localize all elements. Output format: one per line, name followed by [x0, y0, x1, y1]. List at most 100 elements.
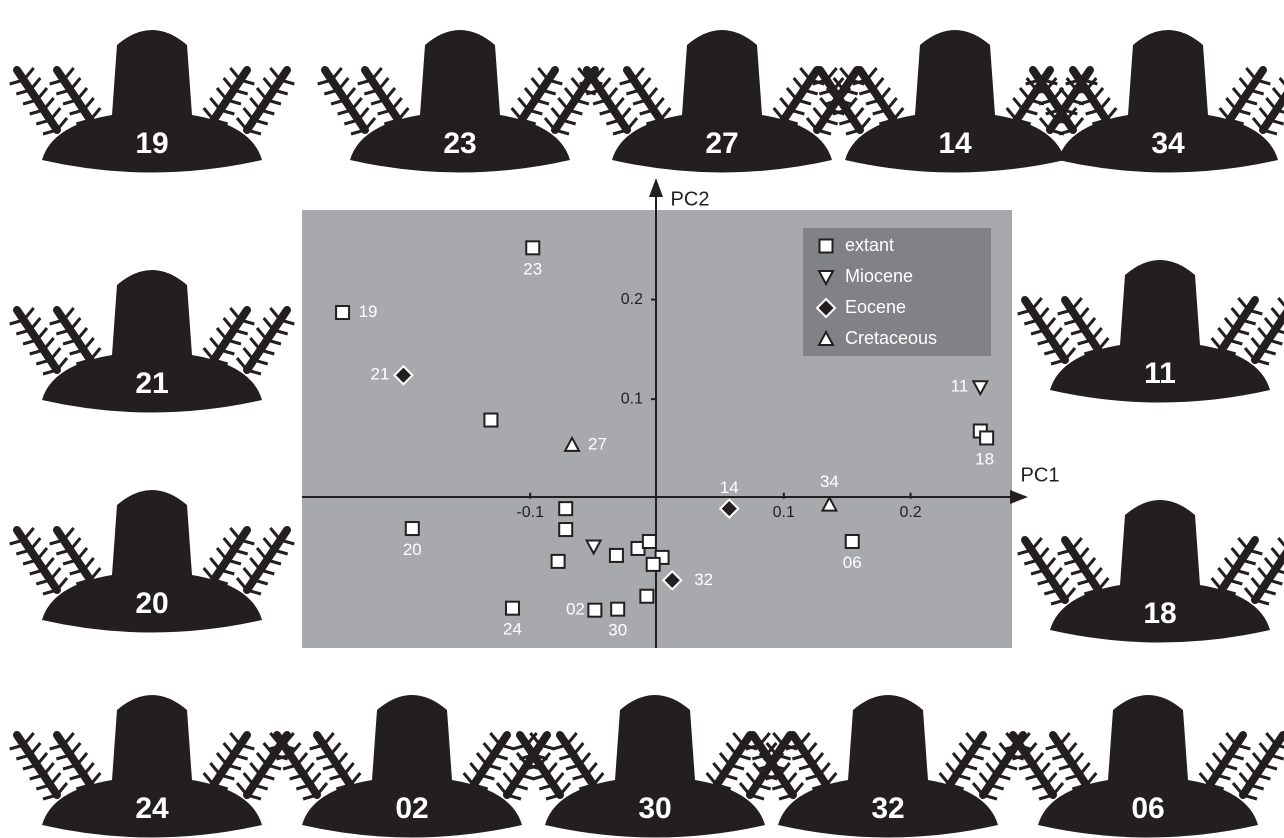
- silhouette-pinnule: [1242, 98, 1258, 106]
- silhouette-pinnule: [62, 307, 75, 321]
- silhouette-pinnule: [1258, 107, 1271, 121]
- silhouette-pinnule: [357, 107, 370, 121]
- silhouette-pinnule: [363, 88, 379, 96]
- silhouette-pinnule: [805, 773, 821, 781]
- silhouette-pinnule: [1018, 732, 1031, 746]
- silhouette-pinnule: [1271, 87, 1284, 101]
- silhouette-pinnule: [1058, 97, 1071, 111]
- silhouette-pinnule: [1097, 337, 1110, 351]
- silhouette-pinnule: [645, 118, 661, 126]
- silhouette-pinnule: [266, 763, 282, 771]
- silhouette-pinnule: [1231, 782, 1245, 796]
- silhouette-pinnule: [209, 337, 222, 351]
- silhouette-pinnule: [255, 327, 269, 341]
- silhouette-pinnule: [523, 87, 537, 101]
- silhouette-pinnule: [1243, 587, 1257, 601]
- silhouette-label: 11: [1144, 357, 1176, 390]
- point-label: 24: [503, 620, 522, 639]
- silhouette-pinnule: [95, 782, 109, 796]
- silhouette-pinnule: [62, 67, 75, 81]
- silhouette-pinnule: [75, 87, 89, 101]
- silhouette-pinnule: [751, 753, 767, 761]
- silhouette-pinnule: [725, 742, 738, 756]
- silhouette-pinnule: [55, 577, 69, 591]
- silhouette-label: 18: [1143, 597, 1176, 630]
- silhouette-pinnule: [15, 548, 31, 556]
- silhouette-pinnule: [82, 97, 95, 111]
- silhouette-pinnule: [1238, 77, 1251, 91]
- silhouette-pinnule: [377, 108, 393, 116]
- silhouette-pinnule: [517, 97, 530, 111]
- silhouette-pinnule: [390, 128, 406, 136]
- silhouette-pinnule: [49, 538, 65, 546]
- silhouette-pinnule: [951, 752, 965, 766]
- silhouette-pinnule: [858, 117, 872, 131]
- silhouette-pinnule: [779, 97, 792, 111]
- silhouette-pinnule: [632, 98, 648, 106]
- silhouette-pinnule: [249, 97, 262, 111]
- silhouette-pinnule: [246, 368, 262, 376]
- silhouette-pinnule: [998, 742, 1011, 756]
- silhouette-pinnule: [1077, 578, 1093, 586]
- silhouette-pinnule: [1057, 308, 1073, 316]
- y-tick-label: 0.1: [621, 390, 643, 407]
- silhouette-pinnule: [206, 588, 222, 596]
- silhouette-pinnule: [255, 547, 269, 561]
- silhouette-pinnule: [1203, 587, 1217, 601]
- silhouette-pinnule: [1261, 348, 1277, 356]
- point: [718, 498, 740, 520]
- silhouette-pinnule: [215, 547, 229, 561]
- silhouette-pinnule: [1085, 772, 1098, 786]
- point: [525, 240, 541, 256]
- point: [820, 495, 839, 512]
- silhouette-pinnule: [1111, 117, 1125, 131]
- silhouette-pinnule: [558, 782, 572, 796]
- silhouette-pinnule: [599, 77, 612, 91]
- silhouette-pinnule: [1098, 97, 1111, 111]
- silhouette-pinnule: [235, 782, 249, 796]
- silhouette-pinnule: [1051, 753, 1067, 761]
- silhouette-pinnule: [1078, 98, 1094, 106]
- silhouette-pinnule: [329, 742, 342, 756]
- silhouette-pinnule: [1085, 108, 1101, 116]
- silhouette: 06: [1005, 695, 1284, 838]
- silhouette-pinnule: [22, 558, 38, 566]
- silhouette-pinnule: [42, 337, 55, 351]
- silhouette-pinnule: [592, 98, 608, 106]
- silhouette-label: 14: [938, 127, 972, 160]
- silhouette-pinnule: [1221, 348, 1237, 356]
- silhouette-pinnule: [1043, 557, 1057, 571]
- silhouette-pinnule: [289, 742, 302, 756]
- silhouette-pinnule: [765, 773, 781, 781]
- silhouette-shape: [545, 695, 765, 838]
- silhouette-pinnule: [1205, 762, 1218, 776]
- silhouette-pinnule: [1243, 347, 1257, 361]
- silhouette-pinnule: [49, 347, 62, 361]
- silhouette-pinnule: [335, 783, 351, 791]
- silhouette-pinnule: [383, 87, 397, 101]
- silhouette-pinnule: [9, 318, 25, 326]
- silhouette-pinnule: [42, 128, 58, 136]
- silhouette-pinnule: [479, 773, 495, 781]
- silhouette-pinnule: [55, 88, 71, 96]
- silhouette-pinnule: [95, 357, 109, 371]
- silhouette-pinnule: [1214, 358, 1230, 366]
- silhouette-pinnule: [1225, 97, 1238, 111]
- silhouette-pinnule: [799, 67, 812, 81]
- silhouette-pinnule: [1227, 338, 1243, 346]
- silhouette-label: 21: [135, 367, 168, 400]
- silhouette-pinnule: [49, 772, 62, 786]
- silhouette-pinnule: [612, 97, 625, 111]
- silhouette-pinnule: [249, 557, 262, 571]
- silhouette-pinnule: [532, 742, 545, 756]
- silhouette-pinnule: [1005, 743, 1021, 751]
- silhouette-pinnule: [235, 357, 249, 371]
- silhouette-pinnule: [865, 98, 881, 106]
- silhouette-pinnule: [1265, 732, 1278, 746]
- point: [550, 553, 566, 569]
- silhouette-pinnule: [239, 318, 255, 326]
- silhouette-pinnule: [1025, 78, 1041, 86]
- silhouette-pinnule: [255, 752, 269, 766]
- silhouette-pinnule: [1002, 763, 1018, 771]
- silhouette-pinnule: [262, 317, 275, 331]
